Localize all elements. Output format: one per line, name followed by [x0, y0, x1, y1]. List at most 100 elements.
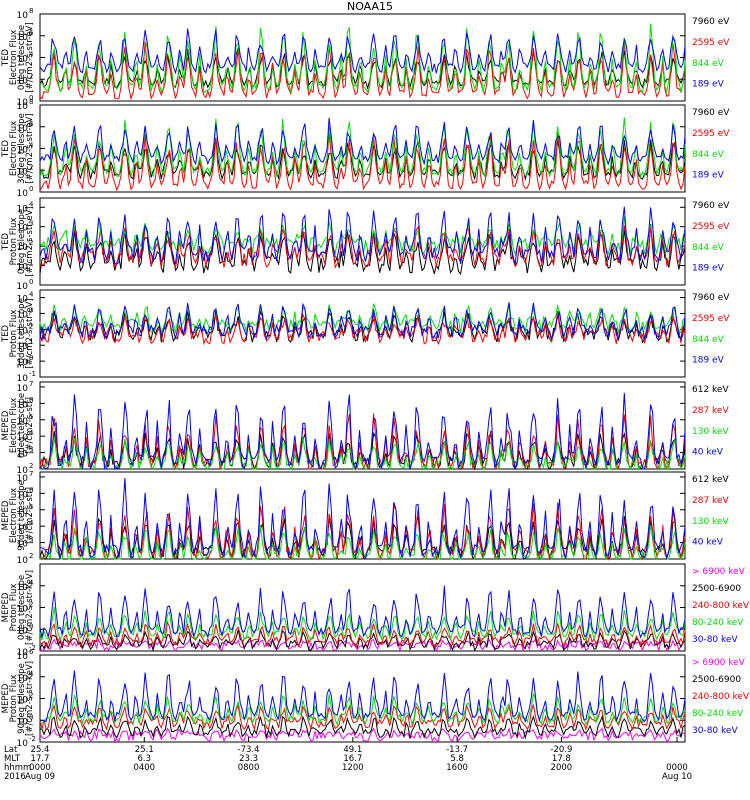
- x-tick-label-hhmm: 1200: [342, 763, 364, 773]
- series-line-2: [39, 629, 686, 653]
- legend-entry: 189 eV: [692, 264, 725, 274]
- legend-entry: 2595 eV: [692, 314, 730, 324]
- y-axis-label-line: Electron Flux: [9, 488, 19, 543]
- series-line-3: [40, 436, 686, 471]
- y-tick-exponent: 2: [29, 239, 33, 247]
- legend-entry: > 6900 keV: [692, 658, 746, 668]
- y-axis-label-line: TED: [1, 139, 11, 158]
- y-tick-label: 10: [17, 739, 29, 749]
- y-axis-label-line: TED: [1, 324, 11, 343]
- y-tick-exponent: 0: [29, 622, 33, 630]
- y-tick-exponent: 7: [29, 470, 33, 478]
- y-axis-label-line: 0deg telescope: [17, 393, 27, 458]
- y-tick-label: 10: [17, 433, 29, 443]
- y-tick-exponent: -2: [29, 644, 36, 652]
- y-tick-exponent: 4: [29, 200, 34, 208]
- x-tick-label-lat: 25.1: [135, 745, 154, 755]
- y-axis-label-line: [#/cm2-s-str-eV]: [25, 298, 35, 368]
- panel-frame: [39, 197, 686, 286]
- x-tick-label-hhmm: 0800: [238, 763, 260, 773]
- y-tick-exponent: 2: [29, 322, 33, 330]
- y-tick-exponent: 4: [29, 579, 34, 587]
- x-tick-label-lat: -13.7: [446, 745, 468, 755]
- series-line-3: [39, 525, 686, 561]
- y-tick-exponent: 3: [29, 446, 33, 454]
- y-axis-label-line: Electron Flux: [9, 398, 19, 453]
- legend-entry: 30-80 keV: [692, 635, 738, 645]
- y-axis-label-line: 0deg telescope: [17, 25, 27, 90]
- series-line-5: [39, 670, 686, 723]
- x-tick-label-hhmm: 1600: [446, 763, 468, 773]
- y-tick-exponent: 1: [29, 338, 33, 346]
- y-tick-label: 10: [17, 507, 29, 517]
- y-axis-label-line: [#/cm2-s-str-eV]: [25, 22, 35, 92]
- series-line-4: [39, 206, 686, 265]
- y-tick-label: 10: [17, 648, 29, 658]
- y-tick-exponent: 7: [29, 380, 33, 388]
- legend-entry: 2595 eV: [692, 222, 730, 232]
- legend-entry: > 6900 keV: [692, 567, 746, 577]
- panel-frame: [39, 381, 686, 470]
- y-tick-exponent: 4: [29, 429, 34, 437]
- x-row-label: 2016: [4, 772, 26, 782]
- y-axis-label-line: Electron Flux: [9, 30, 19, 85]
- y-axis-label-line: [#/cm2-s-str-eV]: [25, 206, 35, 276]
- y-tick-label: 10: [17, 342, 29, 352]
- legend-entry: 189 eV: [692, 80, 725, 90]
- y-tick-exponent: 0: [29, 185, 33, 193]
- x-tick-label-mlt: 17.8: [552, 754, 571, 764]
- y-tick-exponent: 0: [29, 278, 33, 286]
- x-tick-label-hhmm: 0400: [133, 763, 155, 773]
- legend-entry: 844 eV: [692, 335, 725, 345]
- legend-entry: 7960 eV: [692, 17, 730, 27]
- legend-entry: 240-800 keV: [692, 692, 750, 702]
- x-tick-label-lat: -20.9: [550, 745, 572, 755]
- y-axis-label-line: [#/cm2-s-str-eV]: [25, 113, 35, 183]
- x-tick-label-mlt: 16.7: [343, 754, 362, 764]
- legend-entry: 130 keV: [692, 427, 729, 437]
- y-tick-label: 10: [17, 98, 29, 108]
- y-tick-label: 10: [17, 490, 29, 500]
- legend-entry: 40 keV: [692, 448, 724, 458]
- y-tick-label: 10: [17, 189, 29, 199]
- y-tick-exponent: 3: [29, 306, 33, 314]
- y-tick-label: 10: [17, 400, 29, 410]
- y-axis-label-line: Proton Flux: [9, 310, 19, 358]
- y-tick-label: 10: [17, 626, 29, 636]
- series-line-1: [39, 727, 686, 743]
- series-line-2: [39, 714, 686, 740]
- legend-entry: 287 keV: [692, 496, 729, 506]
- x-tick-label-mlt: 17.7: [31, 754, 50, 764]
- y-tick-exponent: 5: [29, 413, 33, 421]
- y-axis-label-line: [#/cm2-s-str-keV]: [25, 570, 35, 645]
- y-tick-label: 10: [17, 652, 29, 662]
- legend-entry: 2500-6900: [692, 675, 741, 685]
- y-tick-exponent: 2: [29, 692, 33, 700]
- series-line-4: [39, 302, 686, 341]
- y-tick-exponent: 2: [29, 462, 33, 470]
- y-tick-label: 10: [17, 33, 29, 43]
- legend-entry: 80-240 keV: [692, 709, 744, 719]
- y-tick-exponent: 0: [29, 354, 33, 362]
- y-axis-label-line: TED: [1, 232, 11, 251]
- panel-frame: [39, 289, 686, 378]
- x-tick-label-date: Aug 10: [662, 772, 692, 782]
- y-tick-exponent: 8: [29, 7, 33, 15]
- legend-entry: 2595 eV: [692, 38, 730, 48]
- legend-entry: 189 eV: [692, 171, 725, 181]
- y-tick-label: 10: [17, 55, 29, 65]
- y-axis-label-line: Proton Flux: [9, 584, 19, 632]
- y-tick-exponent: 2: [29, 601, 33, 609]
- y-tick-exponent: 1: [29, 259, 33, 267]
- y-tick-label: 10: [17, 76, 29, 86]
- legend-entry: 612 keV: [692, 475, 729, 485]
- y-axis-label-line: 30deg telescope: [17, 113, 27, 184]
- y-tick-label: 10: [17, 450, 29, 460]
- y-tick-label: 10: [17, 466, 29, 476]
